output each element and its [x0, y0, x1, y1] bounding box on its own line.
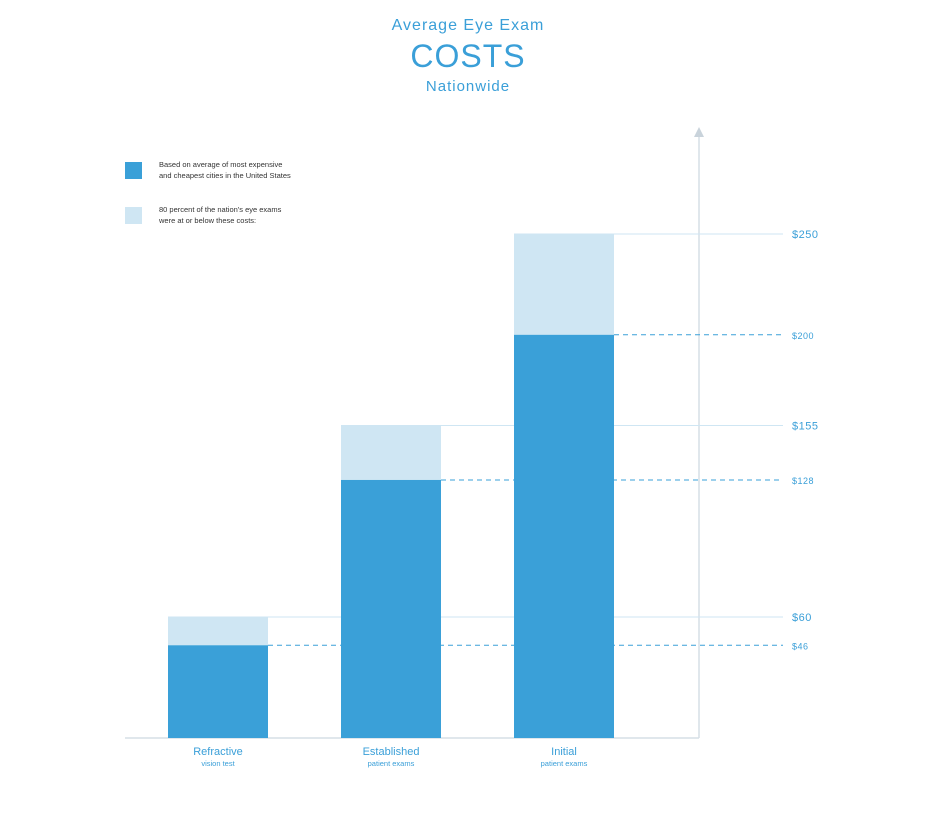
chart-title-main: COSTS: [410, 38, 526, 74]
legend-label-p80-1: were at or below these costs:: [158, 216, 256, 225]
category-label-0: Refractive: [193, 746, 243, 758]
legend-swatch-p80: [125, 207, 142, 224]
value-label-p80-0: $60: [792, 612, 812, 624]
value-label-p80-2: $250: [792, 229, 818, 241]
chart-title-sub: Nationwide: [425, 78, 511, 95]
bar-average-0: [168, 645, 268, 738]
y-axis-arrow-icon: [694, 127, 704, 137]
category-label-1: Established: [363, 746, 420, 758]
bar-p80-1: [341, 425, 441, 480]
legend-label-p80-0: 80 percent of the nation's eye exams: [159, 205, 282, 214]
category-sublabel-0: vision test: [201, 759, 235, 768]
bar-p80-2: [514, 234, 614, 335]
chart-title-top: Average Eye Exam: [391, 17, 545, 34]
category-label-2: Initial: [551, 746, 577, 758]
legend-label-average-1: and cheapest cities in the United States: [159, 171, 291, 180]
bar-average-1: [341, 479, 441, 738]
bar-average-2: [514, 334, 614, 738]
legend-label-average-0: Based on average of most expensive: [159, 160, 282, 169]
value-label-average-0: $46: [792, 641, 809, 651]
value-label-p80-1: $155: [792, 421, 818, 433]
category-sublabel-2: patient exams: [541, 759, 588, 768]
value-label-average-2: $200: [792, 331, 814, 341]
bar-p80-0: [168, 617, 268, 646]
category-sublabel-1: patient exams: [368, 759, 415, 768]
legend-swatch-average: [125, 162, 142, 179]
value-label-average-1: $128: [792, 476, 814, 486]
